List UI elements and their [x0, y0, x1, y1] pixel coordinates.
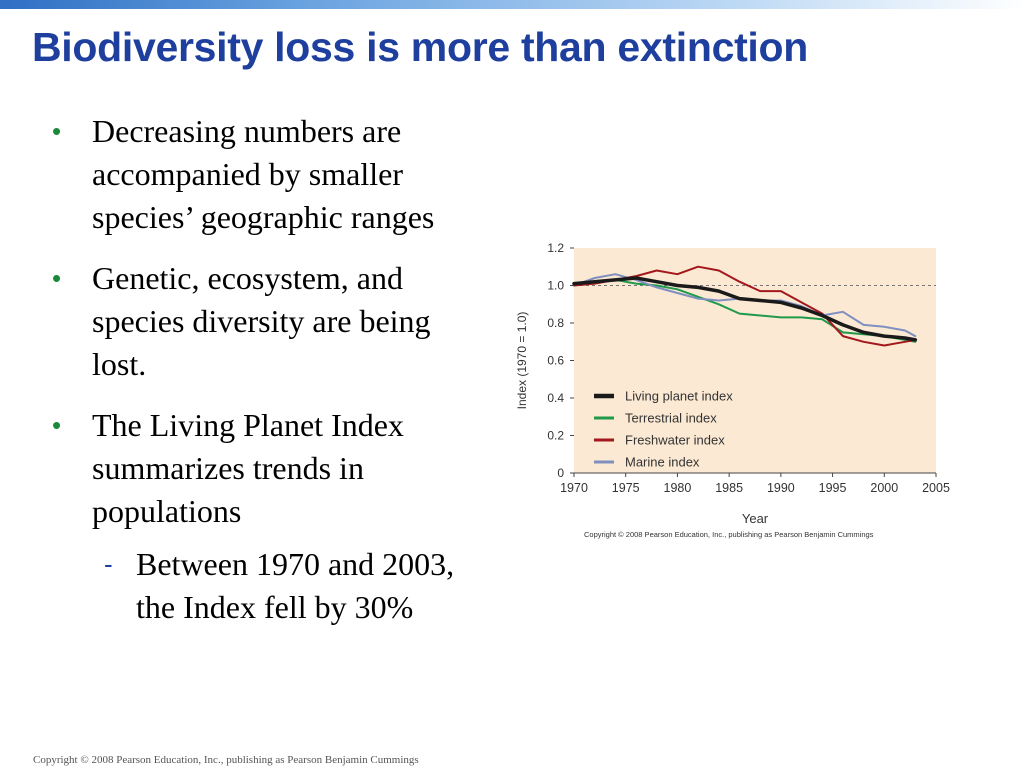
y-tick-label: 1.0	[547, 279, 564, 293]
x-tick-label: 1980	[664, 481, 692, 495]
slide-footer: Copyright © 2008 Pearson Education, Inc.…	[33, 754, 419, 766]
x-tick-label: 2000	[870, 481, 898, 495]
chart-copyright: Copyright © 2008 Pearson Education, Inc.…	[584, 530, 874, 539]
x-tick-label: 1975	[612, 481, 640, 495]
legend-label: Living planet index	[625, 389, 733, 404]
y-tick-label: 0	[557, 466, 564, 480]
x-tick-label: 1990	[767, 481, 795, 495]
bullet-text: Decreasing numbers are accompanied by sm…	[92, 113, 435, 235]
sub-bullet-text: Between 1970 and 2003, the Index fell by…	[136, 546, 455, 625]
living-planet-index-chart: 0 0.2 0.4 0.6 0.8 1.0 1.2 1970 1975 1980 1985 1990 1…	[515, 241, 950, 539]
bullet-item: • Decreasing numbers are accompanied by …	[52, 110, 492, 239]
bullet-list: • Decreasing numbers are accompanied by …	[52, 110, 492, 629]
sub-bullet-dash-icon: -	[104, 549, 113, 579]
legend-label: Terrestrial index	[625, 411, 717, 426]
x-tick-label: 1985	[715, 481, 743, 495]
legend-label: Marine index	[625, 455, 700, 470]
x-axis-label: Year	[742, 511, 769, 526]
y-tick-label: 0.2	[547, 429, 564, 443]
bullet-item: • The Living Planet Index summarizes tre…	[52, 404, 492, 533]
legend-label: Freshwater index	[625, 433, 725, 448]
sub-bullet-item: - Between 1970 and 2003, the Index fell …	[52, 543, 492, 629]
y-tick-label: 1.2	[547, 241, 564, 255]
bullet-text: Genetic, ecosystem, and species diversit…	[92, 260, 431, 382]
y-tick-label: 0.8	[547, 316, 564, 330]
bullet-dot-icon: •	[52, 410, 62, 440]
bullet-item: • Genetic, ecosystem, and species divers…	[52, 257, 492, 386]
y-tick-label: 0.4	[547, 391, 564, 405]
y-axis-label: Index (1970 = 1.0)	[515, 312, 529, 410]
bullet-text: The Living Planet Index summarizes trend…	[92, 407, 404, 529]
x-tick-label: 2005	[922, 481, 950, 495]
bullet-dot-icon: •	[52, 116, 62, 146]
bullet-dot-icon: •	[52, 263, 62, 293]
top-accent-bar	[0, 0, 1024, 9]
slide-title: Biodiversity loss is more than extinctio…	[32, 24, 809, 70]
x-tick-label: 1970	[560, 481, 588, 495]
x-tick-label: 1995	[819, 481, 847, 495]
y-tick-label: 0.6	[547, 354, 564, 368]
series-line-living-planet-index	[572, 276, 918, 342]
